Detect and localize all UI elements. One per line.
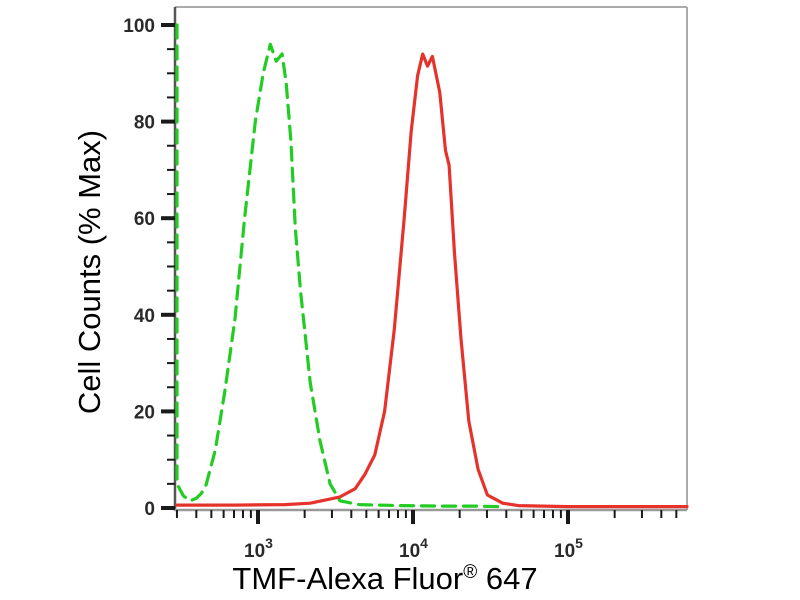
- y-axis-title: Cell Counts (% Max): [72, 130, 107, 414]
- x-tick-exponent: 5: [575, 535, 583, 551]
- x-axis-title: TMF-Alexa Fluor® 647: [232, 561, 537, 596]
- x-tick-label: 105: [554, 535, 583, 562]
- y-tick-label: 100: [123, 16, 155, 37]
- y-axis: 0 20 40 60 80 100: [123, 16, 175, 520]
- y-tick-label: 20: [134, 402, 155, 423]
- x-tick-exponent: 4: [420, 535, 428, 551]
- x-axis: 103 104 105: [175, 510, 678, 562]
- y-tick-label: 60: [134, 209, 155, 230]
- x-tick-exponent: 3: [265, 535, 273, 551]
- registered-mark-superscript: ®: [463, 562, 477, 583]
- series-curves: [175, 23, 689, 509]
- y-tick-label: 0: [144, 499, 155, 520]
- y-tick-label: 80: [134, 113, 155, 134]
- curve-tmf-alexa-fluor-647-red-solid: [175, 52, 689, 509]
- x-tick-label: 103: [244, 535, 273, 562]
- axis-labels: Cell Counts (% Max) TMF-Alexa Fluor® 647: [72, 130, 538, 596]
- x-tick-label: 104: [399, 535, 428, 562]
- plot-frame: [173, 6, 688, 512]
- curve-negative-control-green-dashed: [175, 23, 501, 509]
- y-tick-label: 40: [134, 306, 155, 327]
